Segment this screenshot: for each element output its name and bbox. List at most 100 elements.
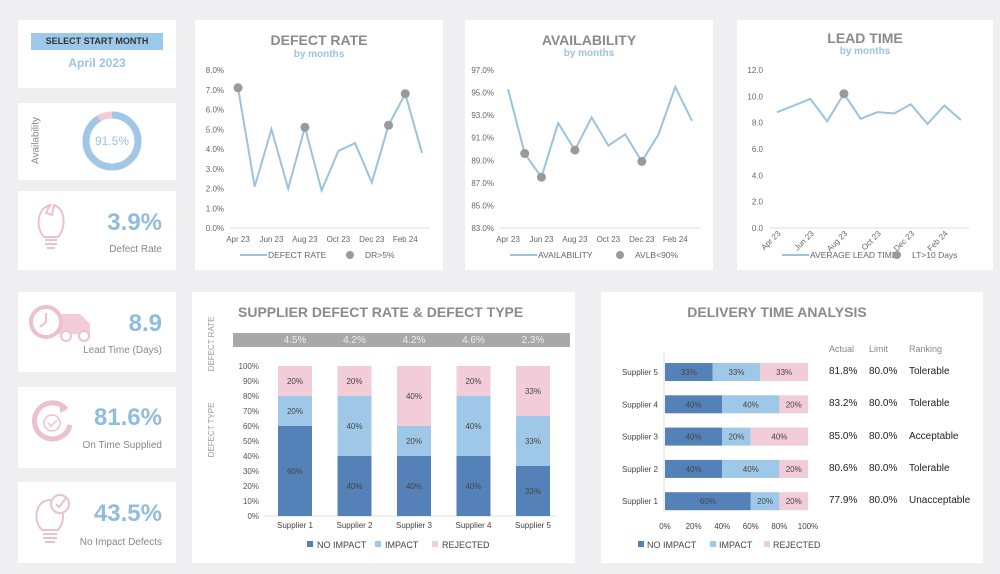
x-tick-label: Apr 23: [496, 235, 520, 244]
bar-data-label: 40%: [686, 433, 702, 442]
series-line: [237, 87, 423, 194]
x-tick-label: Dec 23: [629, 235, 655, 244]
category-label: Supplier 4: [455, 521, 492, 530]
y-tick-label: 95.0%: [471, 89, 494, 98]
bar-segment-impact: [516, 416, 550, 466]
defect-rate-plot: 0.0% 1.0% 2.0% 3.0% 4.0% 5.0% 6.0% 7.0% 8.0% Apr …: [206, 66, 430, 260]
legend-marker-label: DR>5%: [365, 250, 395, 260]
no-impact-value: 43.5%: [93, 500, 162, 527]
bar-data-label: 40%: [465, 422, 481, 431]
start-month-value[interactable]: April 2023: [68, 56, 126, 70]
bar-segment-no-impact: [665, 492, 751, 511]
y-tick-label: 100%: [239, 362, 259, 371]
bar-segment-no-impact: [665, 427, 723, 446]
lead-time-label: Lead Time (Days): [83, 345, 162, 356]
delivery-time-chart: DELIVERY TIME ANALYSIS Supplier 5 33% 33% 3…: [601, 292, 983, 563]
actual-cell: 83.2%: [829, 398, 858, 410]
x-tick-label: 20%: [686, 522, 702, 531]
legend-marker-label: AVLB<90%: [635, 250, 679, 260]
category-label: Supplier 3: [622, 433, 659, 442]
threshold-marker: [400, 89, 410, 99]
legend-label: REJECTED: [773, 540, 821, 550]
table-header: Actual: [829, 344, 855, 354]
bar-segment-rejected: [750, 427, 808, 446]
bar-data-label: 40%: [686, 400, 702, 409]
category-label: Supplier 2: [336, 521, 373, 530]
y-tick-label: 97.0%: [471, 66, 494, 75]
limit-cell: 80.0%: [869, 398, 898, 410]
y-tick-label: 8.0%: [206, 66, 224, 75]
category-label: Supplier 2: [622, 465, 659, 474]
actual-cell: 80.6%: [829, 462, 858, 474]
defect-rate-label: 4.5%: [284, 335, 307, 346]
legend-swatch: [710, 541, 716, 547]
bar-data-label: 33%: [728, 368, 744, 377]
bar-segment-no-impact: [665, 395, 723, 414]
legend-swatch: [375, 541, 381, 547]
y-tick-label: 4.0%: [206, 145, 224, 154]
bar-segment-rejected: [779, 492, 808, 511]
defect-type-axis-label: DEFECT TYPE: [207, 403, 216, 458]
y-tick-label: 91.0%: [471, 134, 494, 143]
y-tick-label: 0.0: [752, 224, 764, 233]
x-tick-label: Oct 23: [860, 229, 883, 252]
y-tick-label: 83.0%: [471, 224, 494, 233]
lightbulb-broken-icon: [37, 203, 65, 249]
x-tick-label: 80%: [771, 522, 787, 531]
y-tick-label: 0.0%: [206, 224, 224, 233]
legend-label: IMPACT: [385, 540, 419, 550]
actual-cell: 81.8%: [829, 366, 858, 377]
start-month-card: SELECT START MONTH April 2023: [18, 20, 176, 88]
bar-data-label: 40%: [465, 482, 481, 491]
lead-time-card: 8.9 Lead Time (Days): [18, 292, 176, 372]
y-tick-label: 30%: [243, 467, 259, 476]
bar-data-label: 40%: [346, 422, 362, 431]
bar-segment-impact: [278, 396, 312, 426]
table-header: Ranking: [909, 344, 943, 354]
limit-cell: 80.0%: [869, 366, 898, 377]
no-impact-card: 43.5% No Impact Defects: [18, 482, 176, 563]
legend-series-label: AVAILABILITY: [538, 250, 593, 260]
legend-series-label: AVERAGE LEAD TIME: [810, 250, 898, 260]
category-label: Supplier 4: [622, 400, 659, 409]
legend-swatch: [307, 541, 313, 547]
availability-card: Availability 91.5%: [18, 103, 176, 180]
bar-data-label: 20%: [287, 407, 303, 416]
bar-segment-no-impact: [516, 466, 550, 516]
x-tick-label: Oct 23: [597, 235, 621, 244]
bar-data-label: 33%: [681, 368, 697, 377]
legend-swatch: [432, 541, 438, 547]
chart-title: DEFECT RATE: [270, 32, 368, 48]
limit-cell: 80.0%: [869, 462, 898, 474]
bar-segment-no-impact: [397, 456, 431, 516]
y-tick-label: 0%: [247, 512, 259, 521]
category-label: Supplier 5: [622, 368, 659, 377]
threshold-marker: [384, 120, 394, 130]
bar-segment-no-impact: [278, 426, 312, 516]
ranking-cell: Acceptable: [909, 430, 959, 442]
category-label: Supplier 1: [622, 497, 659, 506]
chart-title: SUPPLIER DEFECT RATE & DEFECT TYPE: [238, 304, 524, 320]
legend-label: REJECTED: [442, 540, 490, 550]
bar-data-label: 20%: [287, 377, 303, 386]
lightbulb-check-icon: [35, 494, 70, 543]
defect-rate-band: [233, 333, 570, 347]
defect-rate-card: 3.9% Defect Rate: [18, 191, 176, 270]
y-tick-label: 87.0%: [471, 179, 494, 188]
availability-plot: 83.0% 85.0% 87.0% 89.0% 91.0% 93.0% 95.0% 97.0%…: [471, 66, 700, 260]
actual-cell: 85.0%: [829, 430, 858, 442]
ranking-cell: Tolerable: [909, 462, 950, 474]
threshold-marker: [570, 145, 580, 155]
threshold-marker: [536, 172, 546, 182]
bar-data-label: 20%: [786, 465, 802, 474]
category-label: Supplier 3: [396, 521, 433, 530]
y-tick-label: 93.0%: [471, 111, 494, 120]
limit-cell: 80.0%: [869, 495, 898, 507]
x-tick-label: Apr 23: [226, 235, 250, 244]
bar-segment-rejected: [456, 366, 491, 396]
defect-rate-label: 4.2%: [403, 335, 426, 346]
x-tick-label: Feb 24: [663, 235, 688, 244]
y-tick-label: 2.0%: [206, 185, 224, 194]
bar-data-label: 33%: [525, 387, 541, 396]
defect-rate-label: 4.6%: [462, 335, 485, 346]
